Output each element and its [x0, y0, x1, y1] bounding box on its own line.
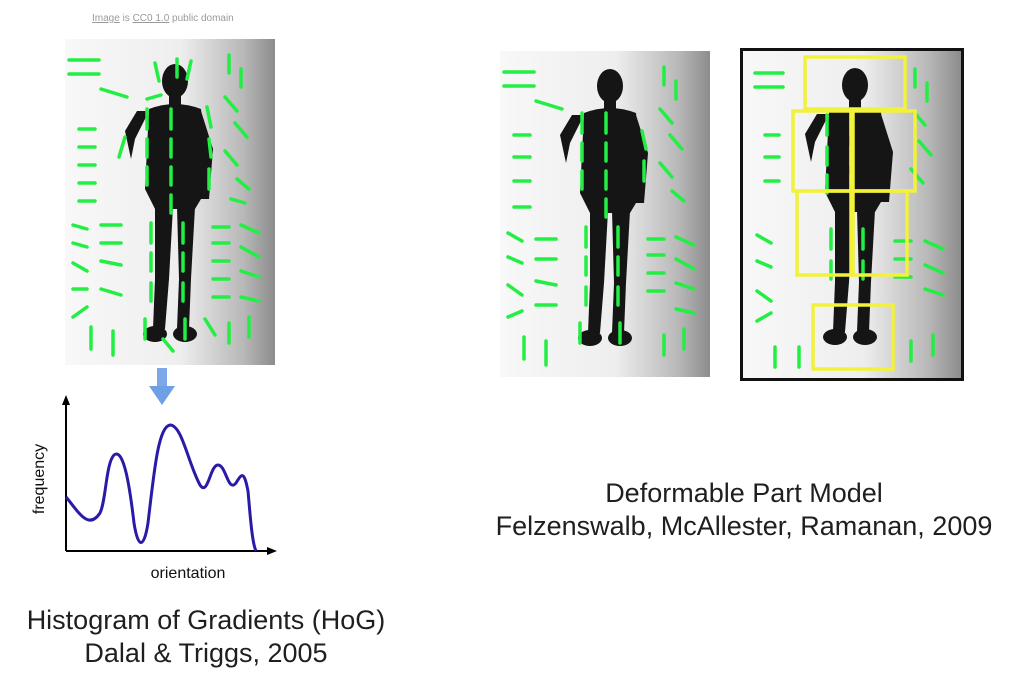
person-silhouette-3 [805, 68, 893, 345]
y-axis-arrow [62, 395, 70, 405]
x-axis-label: orientation [151, 565, 226, 582]
image-credit: Image is CC0 1.0 public domain [92, 13, 234, 24]
orientation-curve [64, 423, 258, 552]
hog-caption: Histogram of Gradients (HoG) Dalal & Tri… [0, 604, 412, 670]
dpm-caption: Deformable Part Model Felzenswalb, McAll… [470, 477, 1018, 543]
credit-suffix: public domain [169, 13, 234, 24]
dpm-hog-image [500, 51, 710, 377]
arrow-down-icon [149, 368, 175, 405]
hog-person-svg [65, 39, 275, 365]
credit-is: is [119, 13, 133, 24]
dpm-hog-svg [500, 51, 710, 377]
dpm-parts-gradient-cells [753, 67, 945, 369]
part-box-leg-right [849, 189, 909, 277]
hog-caption-title: Histogram of Gradients (HoG) [26, 605, 386, 635]
dpm-caption-authors: Felzenswalb, McAllester, Ramanan, 2009 [495, 511, 993, 541]
hog-gradient-cells [67, 53, 261, 357]
credit-license-link[interactable]: CC0 1.0 [132, 13, 170, 24]
dpm-gradient-cells [502, 65, 696, 367]
hog-person-image [65, 39, 275, 365]
dpm-parts-image [740, 48, 964, 381]
credit-image-link[interactable]: Image [92, 13, 120, 24]
part-boxes [791, 55, 917, 371]
part-box-leg-left [795, 189, 855, 277]
y-axis-label: frequency [31, 444, 48, 514]
part-box-head [803, 55, 907, 111]
part-box-feet [811, 303, 895, 371]
hog-caption-authors: Dalal & Triggs, 2005 [84, 638, 328, 668]
hog-histogram: orientation frequency [31, 395, 277, 582]
dpm-caption-title: Deformable Part Model [605, 478, 883, 508]
dpm-parts-svg [743, 51, 961, 378]
x-axis-arrow [267, 547, 277, 555]
